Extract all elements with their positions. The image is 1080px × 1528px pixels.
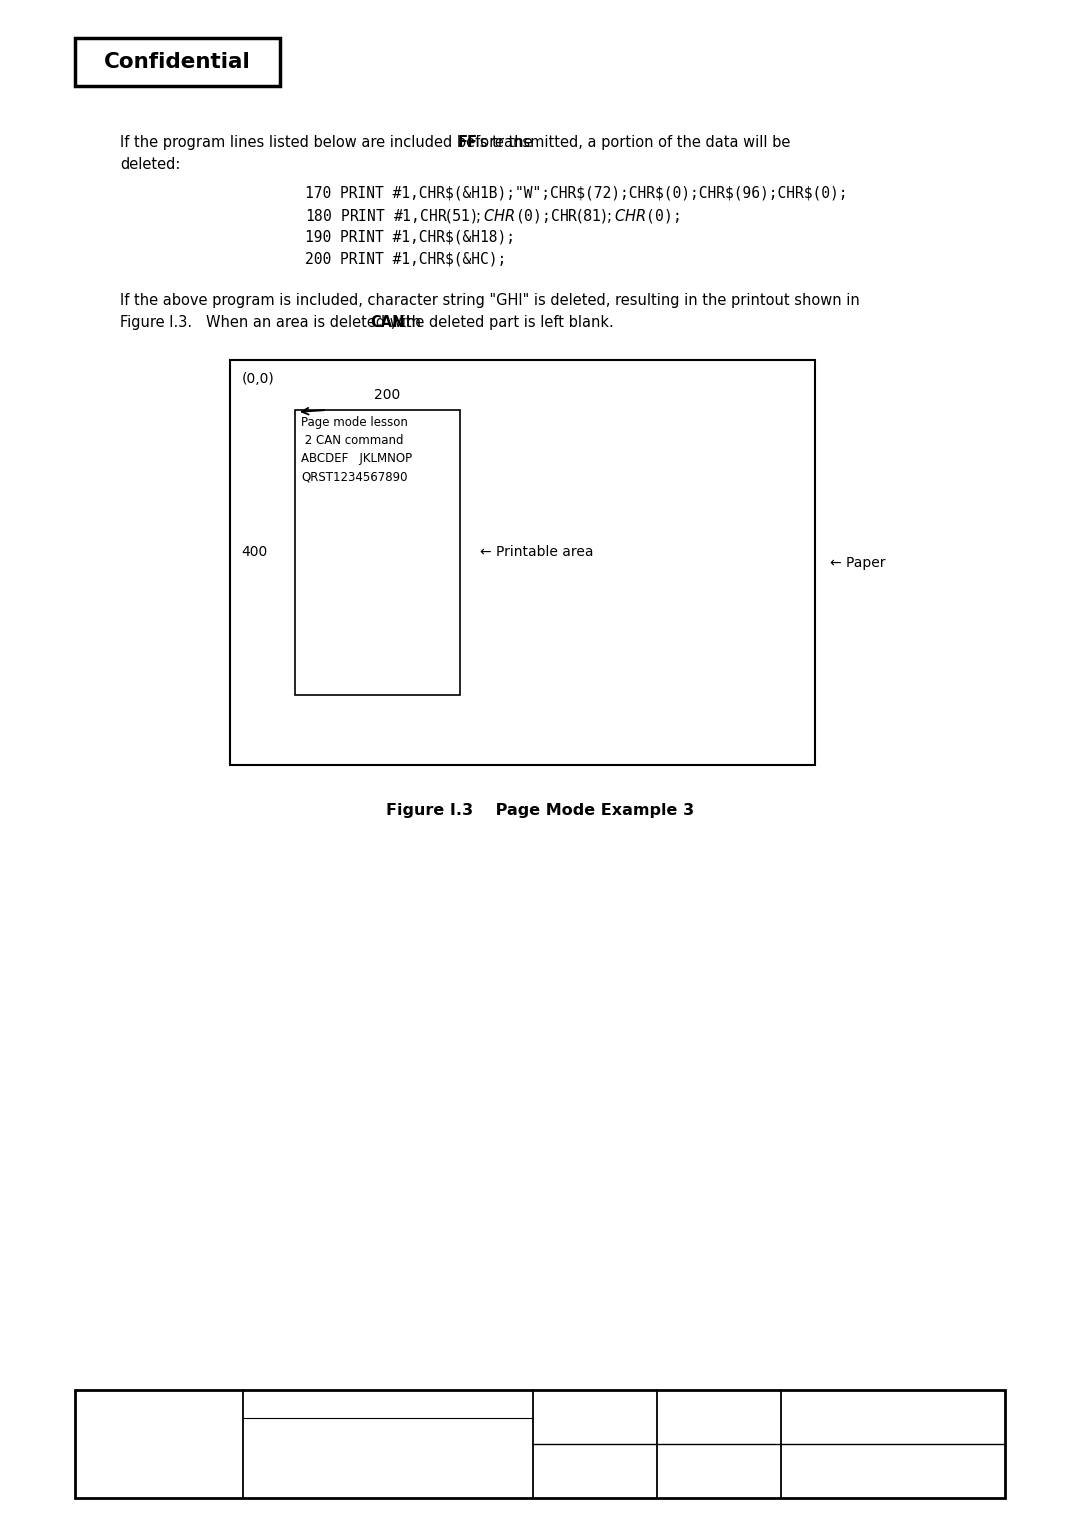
Text: NO.: NO. <box>663 1395 681 1406</box>
Text: ← Paper: ← Paper <box>831 556 886 570</box>
Text: , the deleted part is left blank.: , the deleted part is left blank. <box>391 315 615 330</box>
Text: Confidential: Confidential <box>104 52 251 72</box>
Bar <box>75 38 280 86</box>
Text: TM-T88III series: TM-T88III series <box>301 1421 474 1439</box>
Text: 180 PRINT #1,CHR$(51);CHR$(0);CHR$(81);CHR$(0);: 180 PRINT #1,CHR$(51);CHR$(0);CHR$(81);C… <box>305 206 679 225</box>
Text: App.15: App.15 <box>868 1464 918 1478</box>
Text: App.16: App.16 <box>694 1464 744 1478</box>
Text: 400: 400 <box>242 545 268 559</box>
Text: B: B <box>589 1462 602 1481</box>
Text: FF: FF <box>458 134 477 150</box>
Text: SHEET: SHEET <box>539 1395 572 1406</box>
Text: If the program lines listed below are included before the: If the program lines listed below are in… <box>120 134 537 150</box>
Text: ← Printable area: ← Printable area <box>480 545 594 559</box>
Text: If the above program is included, character string "GHI" is deleted, resulting i: If the above program is included, charac… <box>120 293 860 309</box>
Text: (STANDARD): (STANDARD) <box>336 1462 441 1481</box>
Text: SHEET: SHEET <box>787 1447 821 1458</box>
Text: Specification: Specification <box>335 1442 442 1461</box>
Text: 190 PRINT #1,CHR$(&H18);: 190 PRINT #1,CHR$(&H18); <box>305 229 515 244</box>
Bar <box>75 1390 1005 1497</box>
Text: 2 CAN command: 2 CAN command <box>301 434 404 448</box>
Text: QRST1234567890: QRST1234567890 <box>301 471 407 483</box>
Text: Figure I.3.   When an area is deleted with: Figure I.3. When an area is deleted with <box>120 315 426 330</box>
Text: Page mode lesson: Page mode lesson <box>301 416 408 429</box>
Text: TITLE: TITLE <box>251 1395 279 1406</box>
Text: CAN: CAN <box>370 315 405 330</box>
Text: EPSON: EPSON <box>79 1423 239 1465</box>
Text: 170 PRINT #1,CHR$(&H1B);"W";CHR$(72);CHR$(0);CHR$(96);CHR$(0);: 170 PRINT #1,CHR$(&H1B);"W";CHR$(72);CHR… <box>305 185 848 200</box>
Text: (0,0): (0,0) <box>242 371 274 387</box>
Bar <box>295 410 460 695</box>
Bar <box>230 361 815 766</box>
Text: ABCDEF   JKLMNOP: ABCDEF JKLMNOP <box>301 452 413 465</box>
Text: REVISION: REVISION <box>539 1447 589 1458</box>
Text: Figure I.3    Page Mode Example 3: Figure I.3 Page Mode Example 3 <box>386 804 694 817</box>
Text: NEXT: NEXT <box>663 1447 690 1458</box>
Text: deleted:: deleted: <box>120 157 180 173</box>
Text: 200: 200 <box>375 388 401 402</box>
Text: is transmitted, a portion of the data will be: is transmitted, a portion of the data wi… <box>471 134 791 150</box>
Text: 200 PRINT #1,CHR$(&HC);: 200 PRINT #1,CHR$(&HC); <box>305 251 507 266</box>
